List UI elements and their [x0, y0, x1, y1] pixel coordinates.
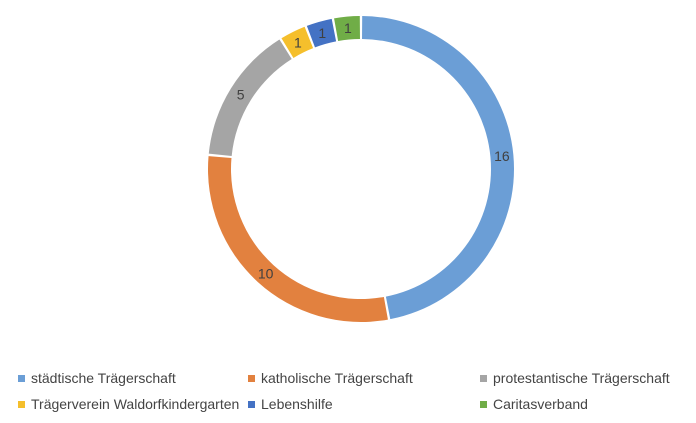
- legend-item-katholische: katholische Trägerschaft: [248, 370, 480, 386]
- data-label-katholische: 10: [258, 266, 274, 282]
- slice-lebenshilfe: [306, 18, 337, 48]
- slice-waldorf: [281, 26, 314, 58]
- legend-swatch-protestantische: [480, 374, 487, 382]
- data-label-waldorf: 1: [294, 34, 302, 50]
- legend-label-staedtische: städtische Trägerschaft: [31, 370, 176, 386]
- legend-swatch-staedtische: [18, 374, 25, 382]
- data-label-lebenshilfe: 1: [318, 25, 326, 41]
- legend-swatch-katholische: [248, 374, 255, 382]
- legend-swatch-waldorf: [18, 400, 25, 408]
- chart-legend: städtische Trägerschaft katholische Träg…: [18, 370, 688, 412]
- legend-item-waldorf: Trägerverein Waldorfkindergarten: [18, 396, 248, 412]
- slice-staedtische: [362, 16, 514, 320]
- donut-slices: [207, 16, 514, 322]
- legend-swatch-caritas: [480, 400, 487, 408]
- legend-label-protestantische: protestantische Trägerschaft: [493, 370, 670, 386]
- legend-label-lebenshilfe: Lebenshilfe: [261, 396, 333, 412]
- legend-item-caritas: Caritasverband: [480, 396, 688, 412]
- legend-item-staedtische: städtische Trägerschaft: [18, 370, 248, 386]
- legend-item-protestantische: protestantische Trägerschaft: [480, 370, 688, 386]
- slice-protestantische: [208, 39, 292, 156]
- data-label-staedtische: 16: [494, 148, 510, 164]
- legend-swatch-lebenshilfe: [248, 400, 255, 408]
- slice-caritas: [334, 16, 360, 42]
- legend-label-caritas: Caritasverband: [493, 396, 588, 412]
- legend-item-lebenshilfe: Lebenshilfe: [248, 396, 480, 412]
- slice-katholische: [207, 156, 388, 322]
- legend-label-katholische: katholische Trägerschaft: [261, 370, 413, 386]
- legend-label-waldorf: Trägerverein Waldorfkindergarten: [31, 396, 240, 412]
- data-label-protestantische: 5: [237, 87, 245, 103]
- data-label-caritas: 1: [344, 20, 352, 36]
